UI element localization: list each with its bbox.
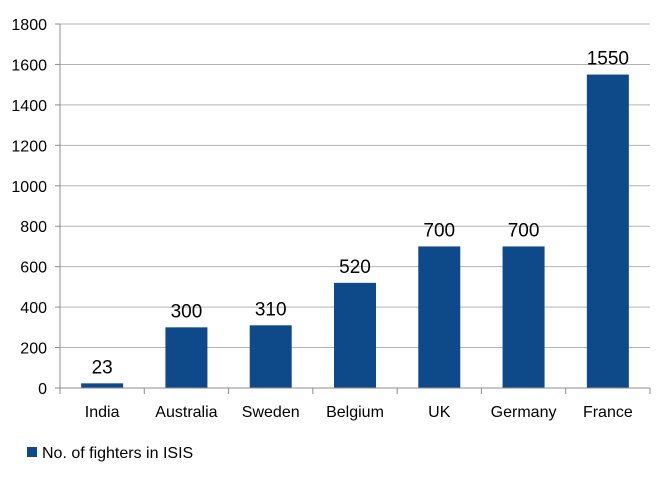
data-label: 520 (339, 257, 371, 278)
legend-label: No. of fighters in ISIS (42, 445, 193, 462)
y-tick-label: 1400 (11, 98, 47, 115)
y-tick-label: 600 (20, 260, 47, 277)
y-tick-label: 400 (20, 300, 47, 317)
y-tick-label: 1000 (11, 179, 47, 196)
bar-belgium (334, 282, 376, 388)
bar-uk (418, 246, 461, 388)
data-labels: 23 300 310 520 700 700 1550 (92, 49, 629, 379)
data-label: 23 (92, 357, 113, 378)
y-tick-label: 1800 (11, 17, 47, 34)
bars (81, 74, 629, 389)
y-tick-label: 1600 (11, 57, 47, 74)
x-category-label: Australia (155, 404, 217, 421)
axes (59, 24, 651, 394)
data-label: 700 (423, 220, 455, 241)
data-label: 300 (171, 301, 203, 322)
y-tick-label: 0 (38, 381, 47, 398)
y-tick-label: 1200 (11, 138, 47, 155)
bar-germany (502, 246, 545, 388)
bar-australia (165, 327, 208, 388)
x-category-label: India (85, 404, 120, 421)
x-category-label: France (583, 404, 633, 421)
y-axis-ticks: 0 200 400 600 800 1000 1200 1400 1600 1800 (11, 17, 60, 398)
x-category-label: Sweden (242, 404, 300, 421)
legend: No. of fighters in ISIS (27, 445, 193, 462)
x-axis-categories: India Australia Sweden Belgium UK Germany Fran… (85, 404, 633, 421)
legend-swatch (27, 447, 37, 457)
data-label: 700 (508, 220, 540, 241)
data-label: 310 (255, 299, 287, 320)
x-category-label: UK (428, 404, 451, 421)
x-category-label: Belgium (326, 404, 384, 421)
bar-france (586, 74, 629, 389)
y-tick-label: 800 (20, 219, 47, 236)
bar-india (81, 383, 124, 388)
gridlines (60, 23, 650, 389)
bar-sweden (249, 325, 292, 388)
x-category-label: Germany (491, 404, 557, 421)
y-tick-label: 200 (20, 341, 47, 358)
data-label: 1550 (587, 49, 629, 70)
